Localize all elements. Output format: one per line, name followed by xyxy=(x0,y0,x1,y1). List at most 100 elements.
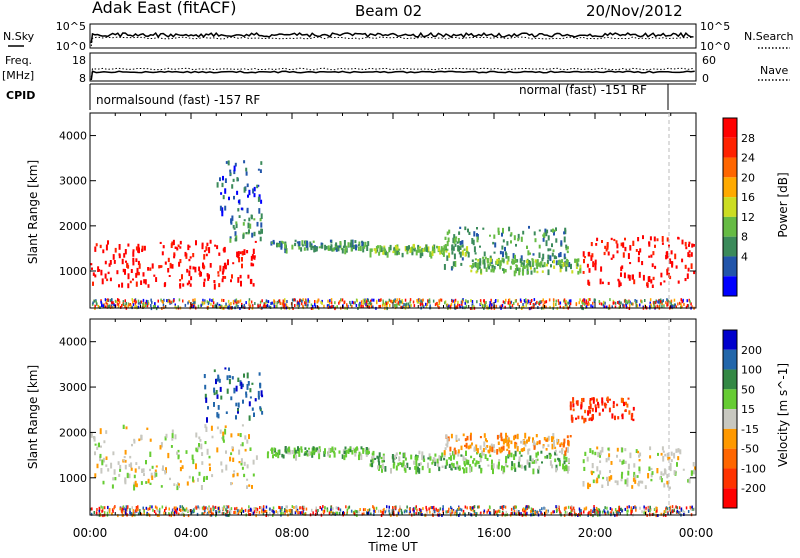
velocity-cell xyxy=(322,509,325,513)
velocity-cell xyxy=(639,480,642,484)
power-cell xyxy=(247,194,249,198)
power-y-tick-label: 2000 xyxy=(59,220,87,233)
velocity-cell xyxy=(434,459,437,463)
power-cell xyxy=(451,245,454,250)
velocity-cell xyxy=(216,447,219,453)
velocity-cell xyxy=(245,391,248,395)
power-cell xyxy=(533,298,536,302)
velocity-cell xyxy=(408,507,411,511)
power-cell xyxy=(109,277,112,282)
power-cell xyxy=(561,259,564,264)
power-cell xyxy=(231,274,233,279)
velocity-colorbar-tick: 15 xyxy=(741,403,755,416)
power-cell xyxy=(662,299,664,303)
power-cell xyxy=(354,240,357,244)
velocity-cell xyxy=(437,461,440,467)
power-cell xyxy=(461,244,464,248)
power-cell xyxy=(236,302,238,306)
power-cell xyxy=(299,299,302,302)
velocity-cell xyxy=(226,505,229,509)
velocity-cell xyxy=(607,510,609,514)
power-cell xyxy=(177,244,180,247)
velocity-cell xyxy=(590,470,593,474)
power-cell xyxy=(492,268,495,273)
velocity-cell xyxy=(293,447,296,453)
power-cell xyxy=(201,244,204,250)
velocity-cell xyxy=(160,442,163,448)
velocity-cell xyxy=(203,512,205,516)
power-cell xyxy=(592,262,595,266)
velocity-cell xyxy=(346,508,349,512)
velocity-cell xyxy=(497,509,500,513)
velocity-cell xyxy=(502,512,504,516)
velocity-cell xyxy=(514,450,517,457)
power-cell xyxy=(504,269,507,273)
power-cell xyxy=(506,241,509,246)
power-cell xyxy=(229,169,232,172)
velocity-cell xyxy=(140,512,143,516)
power-cell xyxy=(203,250,206,253)
velocity-colorbar-swatch xyxy=(723,330,737,350)
velocity-cell xyxy=(206,448,209,455)
power-cell xyxy=(582,299,584,303)
power-cell xyxy=(639,303,641,307)
velocity-cell xyxy=(456,463,459,468)
velocity-cell xyxy=(676,506,678,510)
velocity-cell xyxy=(165,433,168,438)
time-tick-label: 00:00 xyxy=(73,526,108,540)
time-tick-label: 12:00 xyxy=(376,526,411,540)
velocity-cell xyxy=(555,453,558,456)
power-cell xyxy=(248,229,250,234)
power-cell xyxy=(227,160,230,166)
power-cell xyxy=(112,305,114,309)
velocity-cell xyxy=(544,507,546,511)
velocity-cell xyxy=(500,436,503,441)
power-cell xyxy=(398,302,401,306)
velocity-cell xyxy=(299,511,302,515)
power-cell xyxy=(526,245,528,249)
velocity-y-tick-label: 2000 xyxy=(59,426,87,439)
velocity-cell xyxy=(552,510,554,514)
power-cell xyxy=(421,300,423,304)
velocity-cell xyxy=(415,512,417,516)
velocity-cell xyxy=(359,453,362,457)
velocity-cell xyxy=(393,507,395,511)
power-cell xyxy=(113,303,115,307)
power-cell xyxy=(457,300,459,304)
power-cell xyxy=(688,250,691,253)
velocity-cell xyxy=(517,511,520,515)
power-cell xyxy=(382,301,384,305)
velocity-cell xyxy=(644,485,647,489)
velocity-cell xyxy=(159,445,162,450)
velocity-cell xyxy=(473,512,476,516)
power-cell xyxy=(522,270,524,276)
velocity-cell xyxy=(506,442,509,447)
velocity-cell xyxy=(630,511,632,515)
power-cell xyxy=(294,304,296,307)
velocity-cell xyxy=(198,436,201,440)
power-cell xyxy=(235,300,237,304)
velocity-cell xyxy=(295,509,298,513)
power-cell xyxy=(257,304,259,308)
velocity-cell xyxy=(404,468,407,473)
velocity-cell xyxy=(623,401,625,407)
power-cell xyxy=(314,302,316,306)
power-cell xyxy=(650,303,652,307)
velocity-cell xyxy=(484,438,487,442)
velocity-cell xyxy=(614,508,617,511)
power-cell xyxy=(236,177,239,182)
power-colorbar-swatch xyxy=(723,276,737,296)
power-cell xyxy=(531,258,534,261)
power-cell xyxy=(461,257,464,261)
velocity-cell xyxy=(526,505,528,509)
velocity-cell xyxy=(372,506,375,510)
power-cell xyxy=(553,259,555,264)
power-cell xyxy=(627,253,630,259)
velocity-cell xyxy=(348,505,351,509)
velocity-cell xyxy=(388,509,390,513)
velocity-cell xyxy=(237,402,240,408)
power-cell xyxy=(266,304,269,307)
power-cell xyxy=(321,301,323,305)
power-cell xyxy=(192,302,194,306)
power-cell xyxy=(614,305,617,309)
